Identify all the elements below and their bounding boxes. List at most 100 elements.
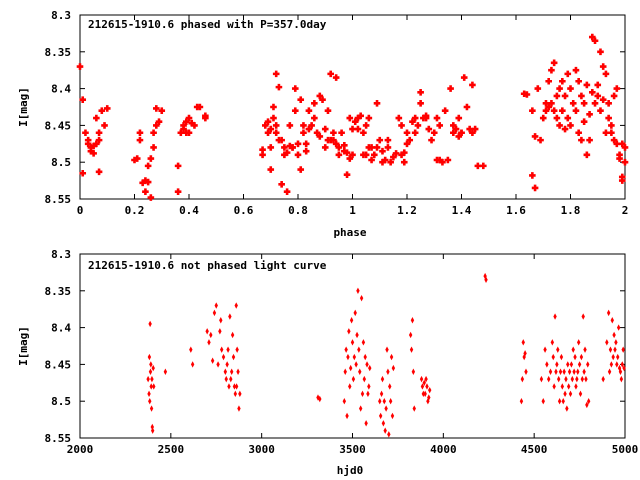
data-point — [545, 77, 552, 85]
plot-frame-phased — [79, 14, 626, 200]
data-point — [341, 141, 348, 149]
data-point — [569, 100, 577, 107]
data-point — [555, 361, 559, 368]
data-point — [579, 353, 584, 361]
data-point — [420, 383, 425, 390]
data-point — [610, 317, 614, 324]
data-point — [384, 144, 392, 151]
data-point — [610, 92, 618, 100]
data-point — [278, 136, 285, 144]
data-point — [223, 368, 228, 375]
data-point — [359, 294, 364, 302]
data-point — [342, 398, 347, 405]
data-point — [616, 151, 623, 159]
data-point — [599, 96, 607, 103]
data-point — [558, 368, 563, 375]
data-point — [411, 114, 419, 122]
data-point — [539, 114, 547, 122]
data-point — [618, 140, 626, 148]
data-point — [330, 136, 337, 144]
data-point — [93, 114, 100, 122]
data-point — [566, 361, 570, 368]
data-point — [386, 368, 390, 375]
data-point — [267, 125, 275, 133]
data-point — [556, 346, 560, 353]
data-point — [580, 375, 585, 383]
data-point — [616, 353, 620, 361]
data-point — [529, 172, 536, 179]
data-point — [594, 81, 602, 89]
data-point — [294, 140, 302, 148]
data-point — [392, 150, 400, 157]
data-point — [180, 122, 187, 129]
data-point — [617, 364, 622, 372]
data-point — [618, 177, 626, 184]
data-point — [174, 162, 182, 170]
data-point — [551, 353, 555, 361]
data-point — [570, 375, 575, 383]
plot-title-unphased: 212615-1910.6 not phased light curve — [88, 259, 327, 272]
data-point — [84, 140, 92, 148]
data-point — [267, 144, 275, 151]
data-point — [602, 129, 610, 137]
data-point — [531, 133, 539, 140]
data-point — [559, 107, 566, 114]
data-point — [469, 129, 476, 137]
data-point — [398, 122, 405, 129]
data-point — [605, 114, 612, 122]
data-point — [564, 70, 572, 78]
data-point — [294, 151, 302, 159]
data-point — [537, 136, 544, 144]
data-point — [523, 350, 527, 357]
data-point — [602, 70, 610, 78]
data-point — [267, 166, 275, 173]
data-point — [147, 390, 151, 398]
data-point — [275, 83, 283, 91]
data-point — [346, 114, 354, 122]
data-point — [283, 149, 291, 156]
data-point — [98, 107, 106, 114]
data-point — [311, 100, 318, 107]
data-point — [272, 122, 280, 129]
data-point — [578, 136, 585, 144]
data-point — [439, 158, 446, 166]
data-point — [357, 112, 364, 120]
data-point — [321, 125, 329, 133]
data-point — [364, 420, 368, 427]
x-tick-label: 0.8 — [288, 204, 308, 217]
data-point — [272, 129, 280, 137]
data-point — [545, 103, 552, 111]
data-point — [131, 156, 138, 164]
data-point — [423, 390, 427, 398]
data-point — [618, 173, 626, 181]
data-point — [136, 129, 144, 137]
data-point — [601, 375, 605, 383]
y-tick-label: 8.55 — [45, 193, 72, 206]
data-point — [355, 331, 359, 339]
data-point — [398, 151, 405, 159]
data-point — [368, 156, 375, 164]
data-point — [344, 346, 348, 353]
data-point — [585, 401, 589, 409]
data-point — [318, 395, 322, 403]
data-point — [341, 147, 348, 155]
data-point — [621, 144, 629, 151]
y-tick-label: 8.3 — [51, 248, 71, 261]
data-point — [615, 361, 619, 368]
data-point — [362, 122, 370, 129]
data-point — [578, 390, 583, 398]
x-tick-label: 3000 — [248, 443, 275, 456]
data-point — [236, 368, 240, 375]
data-point — [356, 287, 360, 294]
data-point — [542, 107, 550, 114]
data-point — [286, 142, 294, 150]
data-point — [366, 390, 370, 398]
data-point — [561, 92, 569, 100]
data-point — [455, 133, 463, 140]
data-point — [522, 353, 526, 361]
data-point — [202, 112, 209, 120]
data-point — [578, 92, 585, 100]
data-point — [346, 155, 354, 162]
data-point — [136, 136, 144, 144]
data-point — [87, 144, 95, 151]
